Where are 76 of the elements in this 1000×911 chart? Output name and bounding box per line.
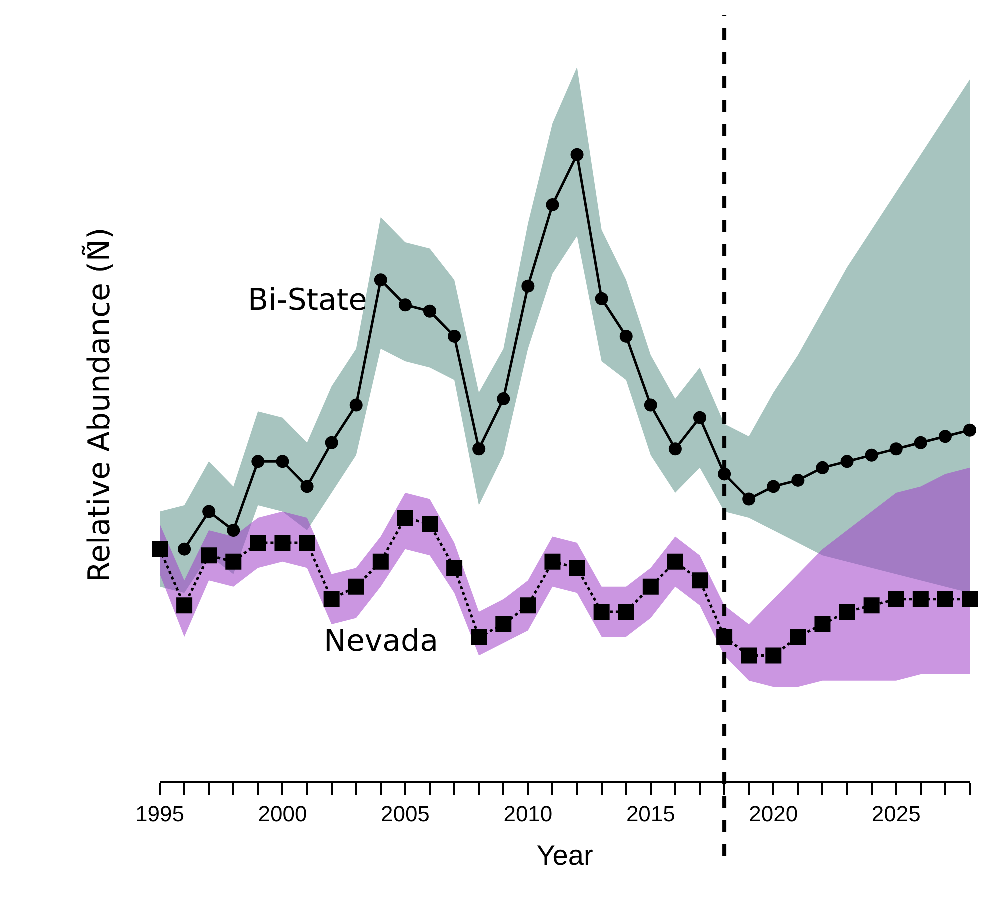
point xyxy=(667,554,684,570)
y-axis-title: Relative Abundance (Ñ̂) xyxy=(82,228,118,582)
point xyxy=(937,591,954,608)
x-tick-label: 2005 xyxy=(380,801,430,826)
point xyxy=(276,455,290,468)
point xyxy=(594,604,610,620)
point xyxy=(839,604,856,620)
point xyxy=(888,591,904,608)
point xyxy=(274,535,291,552)
point xyxy=(668,442,682,456)
point xyxy=(398,298,412,312)
point xyxy=(424,304,436,318)
point xyxy=(374,274,388,287)
x-tick-label: 2010 xyxy=(504,801,553,826)
point xyxy=(446,560,463,576)
point xyxy=(176,598,193,614)
point xyxy=(962,591,978,608)
point xyxy=(152,541,168,558)
point xyxy=(299,535,316,552)
x-tick-label: 1995 xyxy=(136,801,184,826)
point xyxy=(570,148,584,162)
point xyxy=(620,330,633,343)
point xyxy=(890,442,903,456)
point xyxy=(618,604,634,620)
point xyxy=(816,461,830,474)
point xyxy=(496,616,512,632)
point xyxy=(201,548,218,564)
point xyxy=(792,474,805,487)
point xyxy=(372,554,389,570)
point xyxy=(348,578,364,595)
point xyxy=(938,430,952,444)
point xyxy=(422,516,438,532)
point xyxy=(448,330,462,343)
point xyxy=(767,480,780,494)
point xyxy=(864,598,880,614)
point xyxy=(964,424,976,437)
point xyxy=(472,442,486,456)
x-tick-label: 2025 xyxy=(872,801,921,826)
x-tick-label: 2000 xyxy=(258,801,308,826)
point xyxy=(178,542,192,556)
point xyxy=(471,628,488,645)
point xyxy=(912,591,929,608)
point xyxy=(227,524,240,538)
point xyxy=(694,411,706,424)
point xyxy=(914,436,928,450)
point xyxy=(544,554,561,570)
point xyxy=(569,560,586,576)
point xyxy=(252,455,265,468)
point xyxy=(546,198,560,212)
point xyxy=(644,398,658,412)
series-label: Nevada xyxy=(324,624,438,659)
point xyxy=(766,648,782,664)
point xyxy=(497,392,510,406)
series-label: Bi-State xyxy=(248,283,368,318)
point xyxy=(741,648,758,664)
point xyxy=(790,628,806,645)
point xyxy=(840,455,854,468)
point xyxy=(202,505,216,518)
point xyxy=(522,280,535,293)
point xyxy=(397,510,414,526)
point xyxy=(226,554,242,570)
x-axis-title: Year xyxy=(536,840,594,871)
point xyxy=(350,398,363,412)
point xyxy=(325,436,338,450)
point xyxy=(642,578,659,595)
point xyxy=(520,598,536,614)
point xyxy=(865,448,878,462)
point xyxy=(692,572,708,589)
x-tick-label: 2020 xyxy=(749,801,798,826)
point xyxy=(742,492,756,506)
point xyxy=(324,591,340,608)
point xyxy=(250,535,266,552)
x-tick-label: 2015 xyxy=(626,801,676,826)
point xyxy=(300,480,314,494)
point xyxy=(595,292,608,306)
point xyxy=(814,616,831,632)
